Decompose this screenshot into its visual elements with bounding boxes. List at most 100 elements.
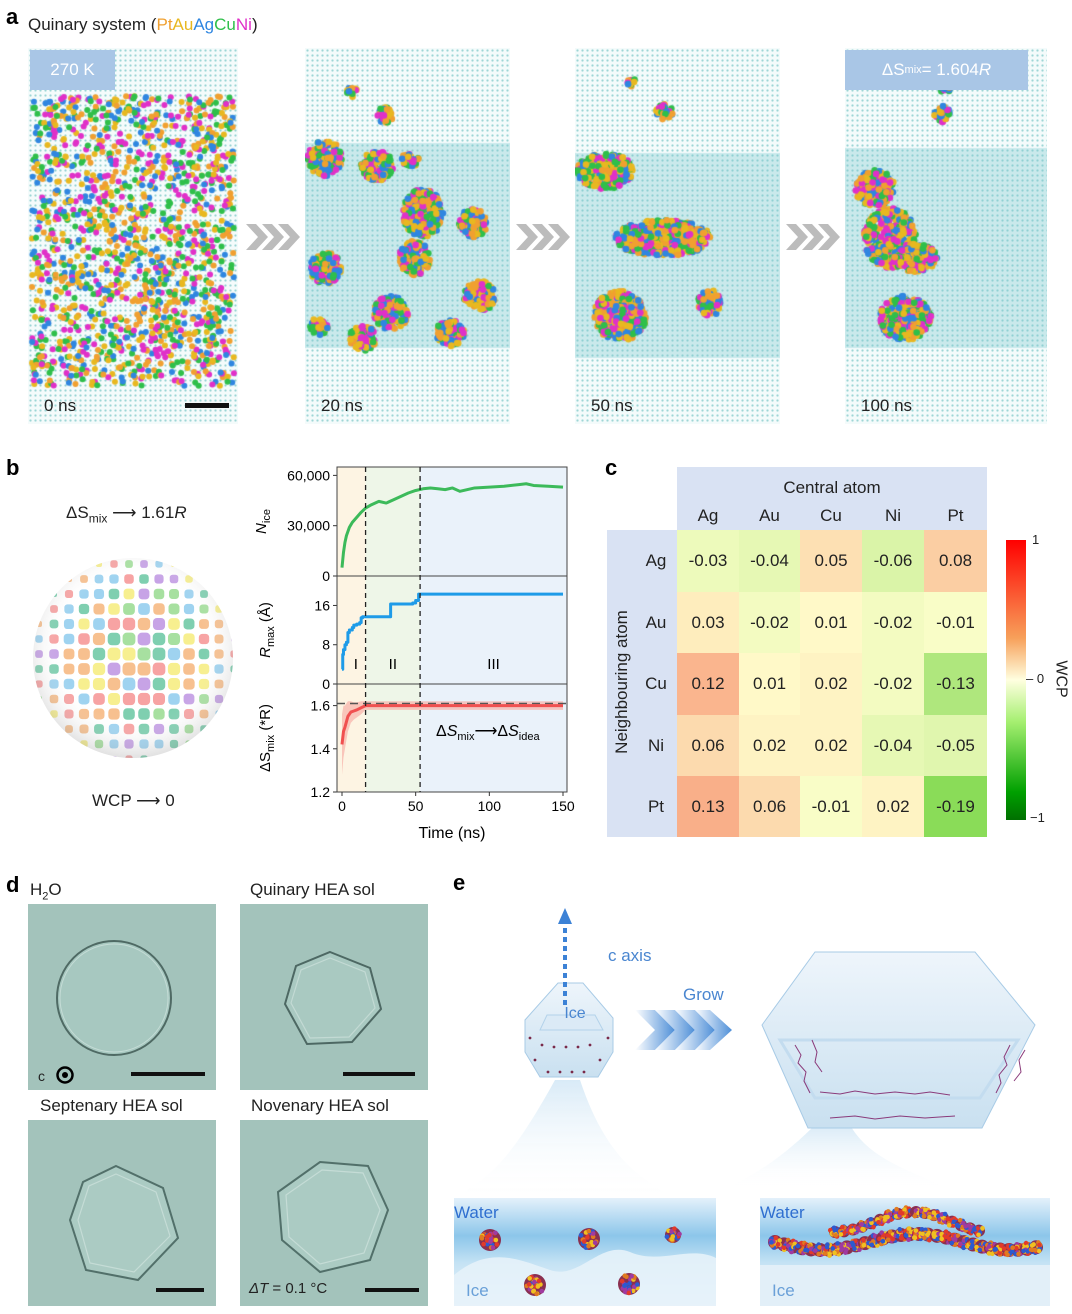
heatmap-cell: 0.02 [800, 715, 862, 776]
heatmap-cell: 0.01 [739, 653, 800, 715]
atom [833, 1233, 838, 1238]
sub: 2 [42, 890, 49, 903]
heatmap-cell: -0.01 [924, 592, 987, 653]
colorbar-min: −1 [1030, 810, 1045, 825]
y-tick-label: 1.2 [311, 784, 331, 800]
atom [589, 1239, 594, 1245]
entropy-tag: ΔS mix = 1.604 R [845, 50, 1028, 90]
atom [494, 1242, 500, 1247]
atom [1031, 1242, 1036, 1247]
panel-b-label: b [6, 455, 20, 480]
out-of-plane-axis-icon [56, 1066, 74, 1084]
atom [931, 1232, 936, 1237]
dS_mix-series [340, 704, 563, 745]
heatmap-cell: -0.04 [739, 530, 800, 592]
atom [975, 1226, 981, 1231]
atom-tile [231, 621, 233, 627]
md-snapshot-image [305, 48, 510, 424]
atom-tile [201, 756, 207, 758]
snapshot-100ns: 100 ns [845, 48, 1047, 424]
atom-tile [231, 606, 233, 612]
image-title: Quinary HEA sol [250, 880, 375, 899]
column-header: Ag [697, 506, 719, 525]
row-header: Ni [647, 735, 665, 755]
atom-tile [156, 756, 162, 758]
atom [1010, 1248, 1015, 1254]
snapshot-50ns: 50 ns [575, 48, 780, 424]
atom [997, 1250, 1003, 1256]
atom [590, 1231, 596, 1236]
colorbar-title: WCP [1052, 660, 1070, 698]
atom-tile [111, 756, 117, 758]
time-label: 0 ns [44, 396, 77, 415]
mid-value: 0 [1036, 671, 1045, 686]
atom [943, 1229, 949, 1234]
atom [534, 1291, 539, 1297]
zoom-cone [450, 1080, 675, 1200]
atom-tile [51, 561, 57, 567]
value: 1.61 [141, 503, 175, 522]
scale-bar [185, 403, 229, 408]
atom [980, 1225, 985, 1231]
stage-background [420, 467, 567, 576]
md-snapshot-image [28, 48, 238, 424]
atom [839, 1247, 844, 1253]
micrograph-quinary [240, 904, 428, 1090]
colorbar [1006, 540, 1026, 820]
atom [1023, 1240, 1029, 1246]
atom [1001, 1246, 1007, 1251]
atom [817, 1245, 822, 1250]
heatmap-cell: 0.06 [739, 776, 800, 837]
subplot-frame [336, 683, 568, 793]
atom-tile [216, 726, 222, 732]
atom [669, 1229, 674, 1234]
text: WCP [92, 791, 132, 810]
atom [956, 1223, 961, 1229]
atom-tile [66, 741, 72, 747]
y-tick-label: 0 [322, 568, 330, 584]
atom [920, 1231, 925, 1237]
atom [581, 1239, 587, 1244]
element-list: PtAuAgCuNi [156, 15, 251, 34]
element-ag: Ag [193, 15, 215, 34]
y-tick-label: 8 [322, 637, 330, 653]
atom [844, 1247, 849, 1253]
column-header: Ni [884, 506, 902, 525]
zoom-cone [725, 1125, 950, 1190]
nanoparticle-chains [768, 1205, 1043, 1258]
atom [1036, 1242, 1042, 1248]
panel-e-label: e [453, 870, 466, 895]
atom [927, 1214, 932, 1220]
temperature-tag: 270 K [30, 50, 115, 90]
atom [664, 1234, 670, 1240]
atom [880, 1239, 886, 1244]
atom [627, 1281, 632, 1286]
atom [622, 1289, 628, 1295]
time-label: 100 ns [861, 396, 913, 415]
scale-bar [156, 1288, 204, 1292]
arrow-head-icon [558, 908, 572, 924]
delta-t: ΔT [249, 1280, 269, 1297]
atom [946, 1223, 952, 1228]
atom-tile [231, 636, 233, 642]
atom [626, 1290, 632, 1296]
atom [894, 1206, 899, 1212]
unit: R [174, 503, 187, 522]
stage-label: III [487, 656, 500, 673]
micrograph-novenary: ΔT = 0.1 °C [240, 1120, 428, 1306]
atom [827, 1253, 832, 1258]
undercooling-note: ΔT = 0.1 °C [249, 1280, 327, 1297]
c-axis-label: c axis [608, 946, 651, 965]
atom [899, 1211, 905, 1216]
atom [868, 1216, 874, 1222]
N_ice-series [340, 482, 564, 568]
atom [590, 1234, 596, 1240]
atom [903, 1233, 909, 1238]
heatmap-cell: -0.04 [862, 715, 924, 776]
atom-tile [186, 756, 192, 758]
atom-tile [171, 756, 177, 758]
image-title: Septenary HEA sol [40, 1096, 183, 1115]
atom [527, 1276, 532, 1281]
atom [968, 1245, 974, 1250]
atom [912, 1235, 918, 1241]
